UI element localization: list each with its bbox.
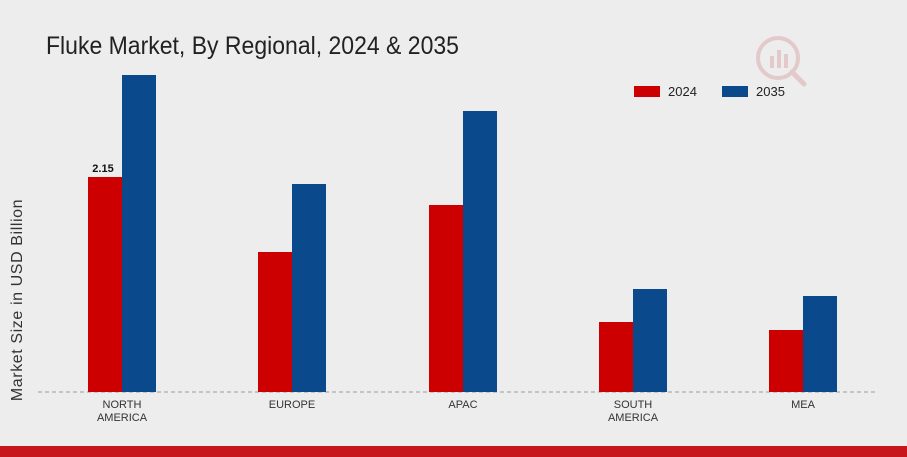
bar-2035-0	[122, 75, 156, 392]
bar-2024-0	[88, 177, 122, 392]
bar-2024-2	[429, 205, 463, 392]
chart-title: Fluke Market, By Regional, 2024 & 2035	[46, 32, 459, 60]
bar-2035-4	[803, 296, 837, 392]
bar-2024-4	[769, 330, 803, 392]
x-tick-label-3-line-0: SOUTH	[614, 399, 653, 411]
x-tick-label-1-line-0: EUROPE	[269, 399, 315, 411]
x-tick-label-2-line-0: APAC	[448, 399, 477, 411]
x-tick-label-3-line-1: AMERICA	[608, 412, 659, 424]
legend-label-2024: 2024	[668, 83, 697, 99]
x-tick-label-0-line-0: NORTH	[103, 399, 142, 411]
x-tick-label-0-line-1: AMERICA	[97, 412, 148, 424]
legend-swatch-2035	[722, 85, 748, 97]
legend-swatch-2024	[634, 85, 660, 97]
watermark-logo-icon	[756, 36, 807, 87]
bar-2024-1	[258, 252, 292, 392]
data-label-0: 2.15	[92, 163, 113, 175]
bar-2024-3	[599, 322, 633, 392]
bar-2035-3	[633, 289, 667, 392]
bar-2035-1	[292, 184, 326, 392]
bar-2035-2	[463, 111, 497, 392]
legend-label-2035: 2035	[756, 83, 785, 99]
legend-item-2035: 2035	[722, 82, 785, 100]
x-tick-label-4-line-0: MEA	[791, 399, 816, 411]
bottom-accent-bar	[0, 446, 907, 457]
legend-item-2024: 2024	[634, 82, 697, 100]
